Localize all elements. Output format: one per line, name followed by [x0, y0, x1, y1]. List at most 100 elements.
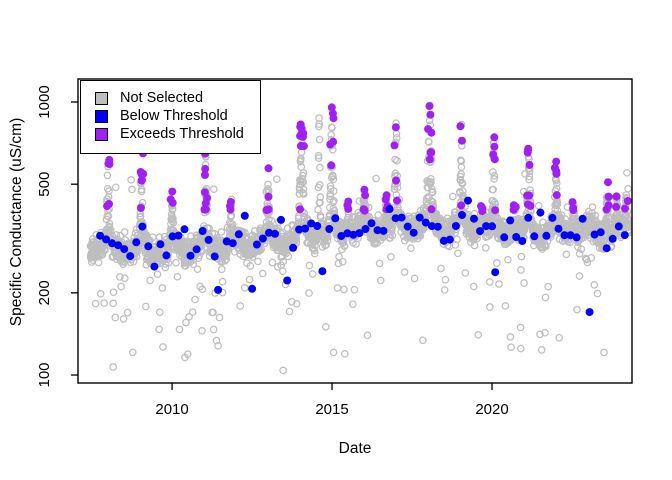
data-point-not-selected [441, 275, 450, 284]
data-point-exceeds-threshold [264, 164, 273, 173]
data-point-not-selected [392, 134, 401, 142]
data-point-below-threshold [445, 235, 454, 244]
data-point-not-selected [470, 241, 479, 250]
data-point-below-threshold [482, 222, 491, 231]
data-point-not-selected [316, 193, 325, 201]
data-point-not-selected [537, 346, 546, 354]
data-point-not-selected [419, 336, 427, 345]
data-point-below-threshold [265, 228, 273, 237]
data-point-below-threshold [415, 213, 424, 222]
data-point-not-selected [323, 236, 332, 245]
data-point-exceeds-threshold [604, 178, 612, 187]
data-point-below-threshold [150, 262, 159, 271]
data-point-not-selected [474, 330, 483, 339]
data-point-exceeds-threshold [425, 102, 434, 111]
data-point-not-selected [167, 210, 176, 219]
data-point-not-selected [488, 168, 497, 176]
data-point-below-threshold [283, 276, 292, 285]
data-point-exceeds-threshold [226, 201, 234, 210]
data-point-not-selected [329, 172, 337, 181]
data-point-not-selected [310, 249, 319, 258]
data-point-not-selected [268, 258, 277, 267]
data-point-below-threshold [252, 240, 261, 249]
data-point-not-selected [128, 185, 136, 194]
data-point-not-selected [123, 308, 132, 317]
data-point-exceeds-threshold [203, 194, 212, 202]
data-point-not-selected [116, 273, 124, 281]
data-point-below-threshold [536, 208, 545, 217]
data-point-not-selected [153, 270, 162, 279]
data-point-below-threshold [355, 229, 364, 238]
y-tick-label: 500 [36, 172, 53, 197]
data-point-below-threshold [488, 222, 497, 231]
legend-label-exceeds-threshold: Exceeds Threshold [120, 126, 244, 142]
below-threshold-swatch-icon [95, 109, 108, 123]
data-point-below-threshold [214, 285, 223, 294]
data-point-exceeds-threshold [201, 171, 209, 179]
data-point-exceeds-threshold [328, 109, 337, 118]
data-point-below-threshold [572, 233, 581, 242]
data-point-exceeds-threshold [490, 142, 499, 151]
data-point-below-threshold [301, 224, 310, 233]
data-point-below-threshold [126, 252, 135, 261]
data-point-not-selected [454, 249, 462, 258]
data-point-not-selected [101, 246, 109, 254]
data-point-not-selected [393, 183, 402, 192]
data-point-not-selected [215, 313, 224, 322]
data-point-not-selected [587, 253, 596, 262]
data-point-not-selected [340, 349, 349, 358]
data-point-not-selected [338, 257, 347, 266]
legend-label-not-selected: Not Selected [120, 90, 204, 106]
data-point-exceeds-threshold [104, 159, 113, 168]
data-point-exceeds-threshold [296, 205, 304, 214]
data-point-not-selected [191, 295, 199, 304]
data-point-below-threshold [373, 226, 382, 235]
data-point-exceeds-threshold [264, 192, 273, 201]
x-tick-label: 2020 [475, 401, 508, 418]
data-point-not-selected [158, 284, 167, 292]
data-point-not-selected [305, 289, 313, 297]
data-point-below-threshold [391, 214, 400, 223]
data-point-not-selected [536, 330, 544, 339]
data-point-exceeds-threshold [327, 103, 336, 112]
data-point-not-selected [492, 259, 501, 267]
data-point-not-selected [188, 308, 197, 316]
data-point-exceeds-threshold [478, 207, 487, 216]
data-point-not-selected [164, 259, 173, 267]
data-point-not-selected [588, 203, 597, 211]
data-point-not-selected [105, 222, 114, 231]
data-point-below-threshold [222, 237, 231, 246]
data-point-exceeds-threshold [621, 204, 629, 213]
data-point-not-selected [590, 280, 599, 289]
data-point-not-selected [557, 214, 565, 222]
data-point-not-selected [541, 328, 549, 337]
data-point-exceeds-threshold [523, 191, 532, 200]
data-point-not-selected [481, 243, 490, 252]
data-point-below-threshold [96, 231, 105, 240]
data-point-not-selected [120, 228, 129, 236]
data-point-not-selected [109, 299, 118, 308]
data-point-not-selected [316, 163, 324, 172]
data-point-not-selected [625, 227, 632, 235]
data-point-not-selected [133, 248, 141, 257]
data-point-not-selected [105, 187, 113, 195]
data-point-below-threshold [512, 233, 521, 241]
data-point-not-selected [198, 326, 206, 335]
data-point-not-selected [172, 258, 180, 267]
x-axis-label: Date [338, 440, 372, 457]
data-point-exceeds-threshold [344, 204, 353, 213]
data-point-not-selected [272, 175, 281, 184]
data-point-not-selected [544, 282, 553, 291]
x-tick-label: 2010 [155, 401, 188, 418]
data-point-exceeds-threshold [327, 161, 336, 170]
data-point-exceeds-threshold [612, 202, 621, 211]
data-point-not-selected [448, 192, 457, 201]
data-point-exceeds-threshold [136, 168, 145, 176]
data-point-below-threshold [506, 216, 515, 225]
data-point-not-selected [137, 185, 146, 194]
data-point-not-selected [182, 318, 190, 327]
data-point-below-threshold [337, 232, 346, 240]
data-point-exceeds-threshold [263, 205, 272, 214]
data-point-not-selected [155, 325, 163, 334]
